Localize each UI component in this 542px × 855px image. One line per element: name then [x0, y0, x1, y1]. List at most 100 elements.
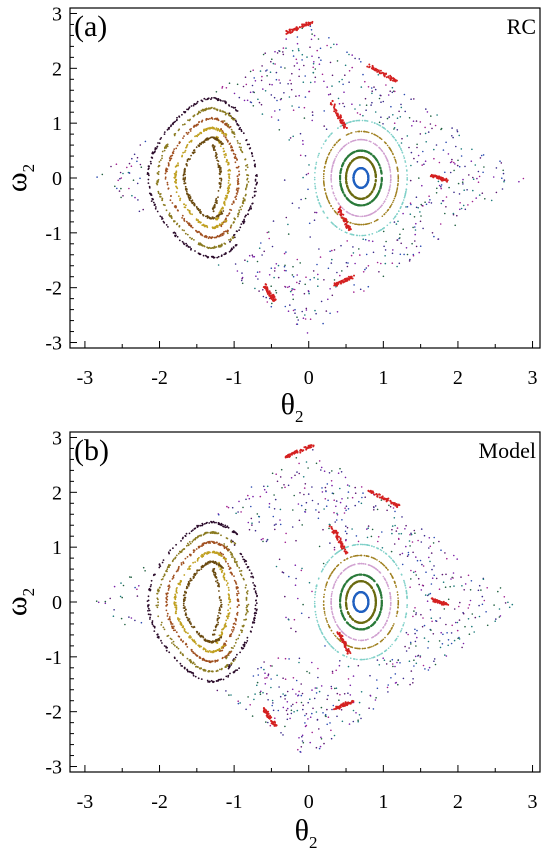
chaotic-sea-point [297, 598, 299, 600]
chaotic-sea-point [446, 196, 448, 198]
right-island-point [332, 166, 334, 168]
chaotic-sea-point [317, 668, 319, 670]
chaotic-sea-point [436, 144, 438, 146]
left-island-point [222, 100, 224, 102]
chaotic-sea-point [253, 675, 255, 677]
left-island-point [184, 667, 186, 669]
chaotic-sea-point [409, 534, 411, 536]
right-island-point [390, 205, 392, 207]
left-island-point [168, 214, 170, 216]
right-island-point [374, 134, 376, 136]
chaotic-sea-point [423, 565, 425, 567]
right-island-point [345, 172, 347, 174]
resonance-chain-point [374, 69, 376, 71]
chaotic-sea-point [121, 177, 123, 179]
left-island-point [168, 162, 170, 164]
chaotic-sea-point [396, 530, 398, 532]
resonance-chain-point [343, 121, 345, 123]
chaotic-sea-point [120, 596, 122, 598]
chaotic-sea-point [377, 509, 379, 511]
right-island-point [336, 226, 338, 228]
left-island-point [236, 193, 238, 195]
chaotic-sea-point [306, 461, 308, 463]
resonance-chain-point [380, 70, 382, 72]
chaotic-sea-point [314, 81, 316, 83]
chaotic-sea-point [418, 155, 420, 157]
left-island-point [238, 667, 240, 669]
left-island-point [195, 230, 197, 232]
left-island-point [186, 163, 188, 165]
right-island-point [357, 224, 359, 226]
chaotic-sea-point [416, 637, 418, 639]
chaotic-sea-point [299, 492, 301, 494]
chaotic-sea-point [414, 530, 416, 532]
chaotic-sea-point [410, 643, 412, 645]
right-island-point [388, 193, 390, 195]
chaotic-sea-point [459, 602, 461, 604]
left-island-point [200, 244, 202, 246]
chaotic-sea-point [290, 628, 292, 630]
right-island-point [323, 178, 325, 180]
chaotic-sea-point [408, 647, 410, 649]
chaotic-sea-point [299, 751, 301, 753]
chaotic-sea-point [295, 578, 297, 580]
chaotic-sea-point [255, 275, 257, 277]
chaotic-sea-point [280, 509, 282, 511]
right-island-point [387, 161, 389, 163]
chaotic-sea-point [345, 540, 347, 542]
chaotic-sea-point [512, 604, 514, 606]
resonance-chain-point [393, 78, 395, 80]
left-island-point [176, 646, 178, 648]
chaotic-sea-point [317, 719, 319, 721]
left-island-point [211, 256, 213, 258]
left-island-point [182, 241, 184, 243]
chaotic-sea-point [401, 107, 403, 109]
left-island-point [246, 607, 248, 609]
left-island-point [244, 561, 246, 563]
chaotic-sea-point [430, 546, 432, 548]
y-tick-label: 2 [52, 58, 62, 80]
chaotic-sea-point [421, 164, 423, 166]
chaotic-sea-point [313, 61, 315, 63]
chaotic-sea-point [403, 678, 405, 680]
chaotic-sea-point [269, 503, 271, 505]
right-island-point [340, 183, 342, 185]
chaotic-sea-point [293, 495, 295, 497]
chaotic-sea-point [396, 223, 398, 225]
right-island-point [388, 190, 390, 192]
right-island-point [373, 186, 375, 188]
chaotic-sea-point [499, 608, 501, 610]
chaotic-sea-point [265, 297, 267, 299]
left-island-point [200, 132, 202, 134]
left-island-point [219, 224, 221, 226]
chaotic-sea-point [297, 36, 299, 38]
chaotic-sea-point [373, 506, 375, 508]
chaotic-sea-point [346, 505, 348, 507]
chaotic-sea-point [416, 144, 418, 146]
chaotic-sea-point [354, 505, 356, 507]
chaotic-sea-point [238, 501, 240, 503]
chaotic-sea-point [267, 699, 269, 701]
chaotic-sea-point [463, 205, 465, 207]
left-island-point [220, 225, 222, 227]
x-tick-label: 3 [528, 367, 538, 389]
left-island-point [164, 147, 166, 149]
left-island-point [249, 148, 251, 150]
left-island-point [225, 103, 227, 105]
left-island-point [192, 115, 194, 117]
chaotic-sea-point [272, 700, 274, 702]
chaotic-sea-point [285, 47, 287, 49]
chaotic-sea-point [415, 656, 417, 658]
chaotic-sea-point [360, 289, 362, 291]
right-island-point [357, 120, 359, 122]
chaotic-sea-point [345, 65, 347, 67]
chaotic-sea-point [436, 114, 438, 116]
left-island-point [193, 675, 195, 677]
left-island-point [229, 184, 231, 186]
chaotic-sea-point [482, 172, 484, 174]
right-island-point [396, 213, 398, 215]
chaotic-sea-point [333, 499, 335, 501]
chaotic-sea-point [413, 665, 415, 667]
chaotic-sea-point [473, 631, 475, 633]
chaotic-sea-point [439, 640, 441, 642]
